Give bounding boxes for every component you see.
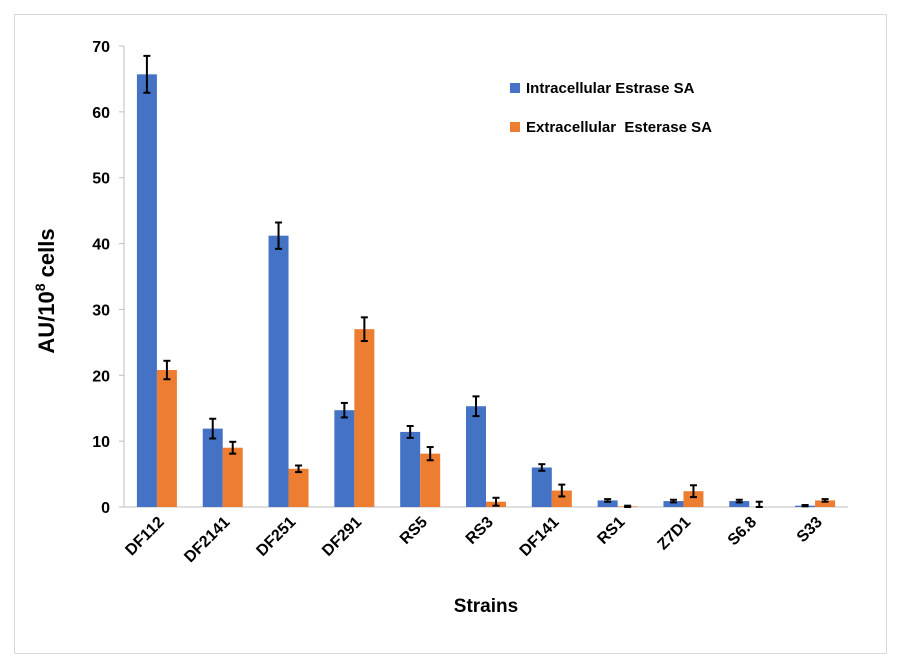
bar-extracellular-df291 bbox=[354, 329, 375, 507]
bar-intracellular-df141 bbox=[531, 467, 552, 507]
bar-extracellular-z7d1 bbox=[683, 491, 704, 507]
error-bar bbox=[472, 395, 480, 418]
y-tick-label: 40 bbox=[92, 237, 110, 254]
y-tick-label: 60 bbox=[92, 105, 110, 122]
bar-extracellular-df141 bbox=[551, 490, 572, 507]
bars-group bbox=[136, 54, 836, 508]
legend-swatch bbox=[510, 122, 520, 132]
error-bar bbox=[426, 446, 434, 462]
x-tick-label: DF112 bbox=[122, 514, 167, 559]
error-bar bbox=[295, 464, 303, 474]
x-tick-label: RS5 bbox=[397, 514, 431, 548]
error-bar bbox=[755, 500, 763, 508]
legend-swatch bbox=[510, 83, 520, 93]
error-bar bbox=[735, 498, 743, 504]
x-tick-label: DF2141 bbox=[181, 514, 233, 566]
y-axis-title-prefix: AU/10 bbox=[34, 291, 59, 353]
y-axis-title: AU/108 cells bbox=[32, 228, 59, 353]
error-bar bbox=[406, 424, 414, 439]
x-tick-label: DF291 bbox=[319, 514, 365, 560]
x-tick-label: DF141 bbox=[517, 514, 563, 560]
bar-intracellular-s68 bbox=[729, 501, 750, 507]
x-tick-label: RS3 bbox=[463, 514, 497, 548]
y-tick-label: 70 bbox=[92, 39, 110, 56]
error-bar bbox=[801, 504, 809, 508]
error-bar bbox=[604, 498, 612, 503]
error-bar bbox=[492, 496, 500, 507]
y-tick-label: 50 bbox=[92, 171, 110, 188]
bar-intracellular-rs3 bbox=[466, 406, 486, 507]
chart-frame bbox=[14, 14, 887, 654]
bar-intracellular-df291 bbox=[334, 410, 355, 507]
bar-extracellular-rs5 bbox=[420, 453, 441, 507]
y-axis-title-sup: 8 bbox=[32, 283, 48, 291]
bar-extracellular-df251 bbox=[288, 468, 309, 507]
x-tick-label: S33 bbox=[794, 514, 826, 546]
x-axis-ticks: DF112 DF2141 DF251 DF291 RS5 RS3 DF141 RS1 Z7D1 S… bbox=[122, 514, 826, 566]
error-bar bbox=[821, 498, 829, 503]
bar-intracellular-rs1 bbox=[597, 500, 618, 507]
y-tick-label: 30 bbox=[92, 302, 110, 319]
bar-extracellular-s33 bbox=[815, 500, 836, 507]
legend: Intracellular Estrase SA Extracellular Es… bbox=[510, 80, 712, 136]
bar-chart: 0 10 20 30 40 50 60 70 DF112 DF2141 DF251 DF291 RS5… bbox=[32, 39, 848, 617]
y-tick-label: 10 bbox=[92, 434, 110, 451]
bar-extracellular-df112 bbox=[156, 370, 177, 507]
bar-extracellular-df2141 bbox=[222, 447, 243, 507]
error-bar bbox=[624, 504, 632, 508]
legend-label: Extracellular Esterase SA bbox=[526, 119, 712, 136]
x-tick-label: RS1 bbox=[594, 514, 628, 548]
error-bar bbox=[689, 484, 697, 499]
error-bar bbox=[538, 463, 546, 472]
x-tick-label: Z7D1 bbox=[655, 514, 695, 554]
legend-label: Intracellular Estrase SA bbox=[526, 80, 695, 97]
x-tick-label: DF251 bbox=[253, 514, 299, 560]
error-bar bbox=[558, 483, 566, 498]
bar-intracellular-df112 bbox=[136, 74, 157, 507]
y-tick-label: 0 bbox=[101, 500, 110, 517]
error-bar bbox=[275, 221, 283, 250]
error-bar bbox=[229, 440, 237, 455]
bar-intracellular-rs5 bbox=[400, 431, 421, 507]
error-bar bbox=[360, 316, 368, 343]
error-bar bbox=[209, 417, 217, 440]
error-bar bbox=[143, 54, 151, 94]
bar-intracellular-df2141 bbox=[202, 428, 223, 507]
x-axis-title: Strains bbox=[454, 596, 518, 617]
y-axis-title-suffix: cells bbox=[34, 228, 59, 283]
bar-intracellular-z7d1 bbox=[663, 501, 684, 507]
error-bar bbox=[340, 401, 348, 419]
y-tick-label: 20 bbox=[92, 368, 110, 385]
error-bar bbox=[669, 498, 677, 504]
x-tick-label: S6.8 bbox=[725, 514, 760, 549]
bar-intracellular-df251 bbox=[268, 235, 289, 507]
y-axis-ticks: 0 10 20 30 40 50 60 70 bbox=[92, 39, 124, 517]
error-bar bbox=[163, 359, 171, 381]
